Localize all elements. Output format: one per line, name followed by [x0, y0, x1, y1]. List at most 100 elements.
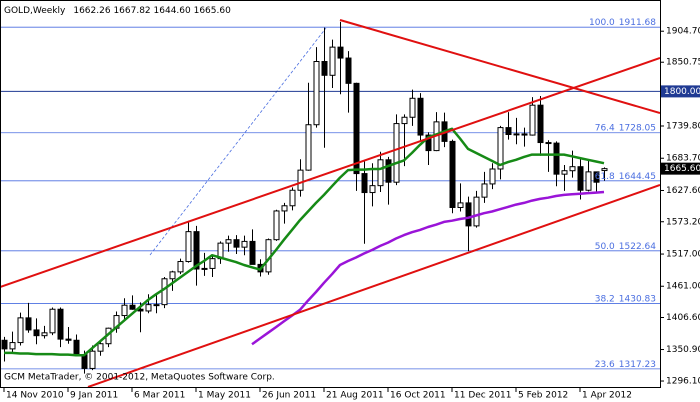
candle-body — [505, 127, 512, 135]
fib-layer — [0, 26, 660, 370]
candle-body — [561, 170, 568, 175]
fib-ratio: 76.4 — [595, 123, 615, 133]
candle-body — [177, 261, 184, 273]
candle-body — [569, 166, 576, 172]
y-tick-label: 1850.75 — [666, 58, 700, 68]
candle-body — [249, 240, 256, 265]
candle-body — [593, 171, 600, 183]
candle-body — [161, 278, 168, 306]
candle-body — [361, 173, 368, 194]
fib-price: 1644.45 — [619, 171, 656, 181]
candle-body — [585, 171, 592, 191]
y-tick-label: 1627.60 — [666, 186, 700, 196]
fib-ratio: 100.0 — [589, 18, 615, 28]
x-tick-label: 1 May 2011 — [198, 391, 251, 401]
candle-body — [209, 258, 216, 269]
candle-body — [393, 123, 400, 183]
candle-body — [89, 350, 96, 369]
fib-base-line — [149, 27, 327, 256]
x-tick-label: 5 Feb 2012 — [518, 391, 568, 401]
candle-body — [377, 159, 384, 187]
y-tick-label: 1350.90 — [666, 345, 700, 355]
candle-body — [145, 304, 152, 312]
candle-body — [97, 343, 104, 352]
fib-ratio: 50.0 — [595, 241, 615, 251]
candle-body — [25, 317, 32, 331]
candle-body — [385, 159, 392, 183]
candle-body — [489, 168, 496, 185]
candle-body — [337, 46, 344, 59]
candle-body — [321, 61, 328, 76]
candle-body — [169, 271, 176, 280]
fib-label: 76.4 1728.05 — [595, 123, 656, 133]
y-tick-label: 1573.20 — [666, 217, 700, 227]
candle-body — [201, 267, 208, 270]
candle-body — [369, 185, 376, 194]
candle-body — [353, 82, 360, 175]
candle-body — [273, 210, 280, 241]
candle-body — [225, 239, 232, 244]
x-tick-label: 26 Jun 2011 — [262, 391, 316, 401]
fib-label: 38.2 1430.83 — [595, 294, 656, 304]
y-tick-label: 1406.60 — [666, 313, 700, 323]
candle-body — [417, 97, 424, 136]
candle-body — [153, 304, 160, 307]
fib-ratio: 61.8 — [595, 171, 615, 181]
trend-line — [87, 184, 660, 387]
moving-average — [251, 190, 605, 346]
candle-body — [73, 339, 80, 356]
candle-body — [49, 308, 56, 334]
x-tick-label: 6 Mar 2011 — [134, 391, 185, 401]
plot-frame — [0, 0, 661, 388]
y-tick-label: 1461.00 — [666, 282, 700, 292]
candle-body — [481, 183, 488, 198]
footer: GCM MetaTrader, © 2001-2012, MetaQuotes … — [4, 373, 275, 383]
candle-body — [121, 304, 128, 317]
candle-body — [537, 104, 544, 144]
candle-body — [409, 97, 416, 118]
candles — [1, 21, 608, 374]
last-price-box — [661, 162, 700, 175]
candle-body — [193, 231, 200, 270]
x-tick-label: 1 Apr 2012 — [582, 391, 632, 401]
candle-body — [401, 116, 408, 125]
fib-label: 100.0 1911.68 — [589, 18, 656, 28]
candle-body — [297, 169, 304, 191]
level-box — [661, 85, 700, 98]
candle-body — [9, 342, 16, 350]
fib-label: 23.6 1317.23 — [595, 359, 656, 369]
y-tick-label: 1904.70 — [666, 27, 700, 37]
candle-body — [305, 124, 312, 171]
candle-body — [241, 240, 248, 248]
y-tick-label: 1683.70 — [666, 154, 700, 164]
candle-body — [521, 133, 528, 136]
candle-body — [329, 46, 336, 76]
candle-body — [41, 332, 48, 337]
chart-title: GOLD,Weekly 1662.26 1667.82 1644.60 1665.… — [4, 6, 231, 16]
candle-body — [553, 142, 560, 175]
last-price-label: 1665.60 — [664, 164, 700, 174]
candle-body — [65, 338, 72, 341]
x-tick-label: 21 Aug 2011 — [326, 391, 384, 401]
fib-price: 1522.64 — [619, 241, 656, 251]
candle-body — [313, 61, 320, 126]
candle-body — [513, 133, 520, 136]
trend-line — [339, 19, 660, 114]
x-tick-label: 16 Oct 2011 — [390, 391, 446, 401]
candle-body — [233, 239, 240, 248]
level-label: 1800.00 — [664, 87, 700, 97]
candle-body — [473, 196, 480, 227]
symbol: GOLD,Weekly — [4, 6, 66, 16]
fib-price: 1911.68 — [619, 18, 656, 28]
fib-ratio: 38.2 — [595, 294, 615, 304]
candle-body — [577, 166, 584, 191]
candle-body — [497, 127, 504, 170]
x-tick-label: 9 Jan 2011 — [70, 391, 118, 401]
candle-body — [457, 202, 464, 208]
y-tick-label: 1739.80 — [666, 121, 700, 131]
fib-label: 61.8 1644.45 — [595, 171, 656, 181]
candle-body — [33, 329, 40, 337]
candle-body — [129, 304, 136, 310]
